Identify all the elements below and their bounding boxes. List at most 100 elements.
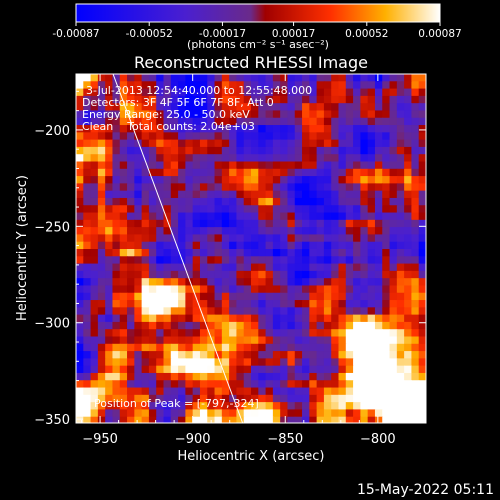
chart-title: Reconstructed RHESSI Image [134,53,368,72]
heatmap-pixel [148,183,157,192]
heatmap-pixel [119,110,128,119]
heatmap-pixel [389,176,398,184]
heatmap-pixel [105,292,114,301]
heatmap-pixel [280,139,289,148]
heatmap-pixel [338,321,347,330]
heatmap-pixel [389,241,398,250]
heatmap-pixel [280,387,289,396]
heatmap-pixel [83,139,92,148]
heatmap-pixel [287,234,296,243]
heatmap-pixel [199,285,208,294]
heatmap-pixel [309,380,318,389]
heatmap-pixel [287,154,296,163]
heatmap-pixel [331,270,340,279]
heatmap-pixel [134,263,143,272]
heatmap-pixel [265,103,274,112]
heatmap-pixel [418,321,426,330]
heatmap-pixel [272,329,281,338]
heatmap-pixel [134,227,143,236]
heatmap-pixel [374,292,383,301]
heatmap-pixel [251,125,259,133]
heatmap-pixel [374,176,383,184]
heatmap-pixel [360,285,369,294]
heatmap-pixel [280,336,289,345]
heatmap-pixel [418,278,426,287]
heatmap-pixel [287,103,296,112]
heatmap-pixel [258,125,267,133]
heatmap-pixel [207,402,216,411]
heatmap-pixel [353,88,361,97]
heatmap-pixel [207,132,216,141]
heatmap-pixel [105,256,114,265]
heatmap-pixel [163,183,172,192]
heatmap-pixel [251,183,259,192]
heatmap-pixel [404,351,413,359]
heatmap-pixel [134,358,143,367]
heatmap-pixel [331,263,340,272]
heatmap-pixel [170,278,179,287]
heatmap-pixel [97,161,106,170]
heatmap-pixel [76,125,84,133]
heatmap-pixel [411,372,420,381]
heatmap-pixel [338,168,347,177]
heatmap-pixel [134,314,143,323]
heatmap-pixel [236,95,245,104]
heatmap-pixel [97,132,106,141]
heatmap-pixel [287,321,296,330]
heatmap-pixel [404,74,413,82]
heatmap-pixel [236,125,245,133]
heatmap-pixel [105,314,114,323]
heatmap-pixel [119,256,128,265]
heatmap-pixel [251,168,259,177]
heatmap-pixel [185,380,194,389]
heatmap-pixel [119,234,128,243]
heatmap-pixel [134,241,143,250]
heatmap-pixel [76,307,84,316]
heatmap-pixel [105,103,114,112]
heatmap-pixel [76,249,84,257]
heatmap-pixel [221,314,230,323]
heatmap-pixel [90,329,99,338]
heatmap-pixel [345,234,354,243]
heatmap-pixel [141,394,150,403]
heatmap-pixel [221,300,230,308]
heatmap-pixel [316,336,325,345]
heatmap-pixel [207,365,216,374]
heatmap-pixel [302,307,310,316]
heatmap-pixel [83,336,92,345]
heatmap-pixel [192,292,201,301]
heatmap-pixel [185,292,194,301]
heatmap-pixel [105,190,114,199]
heatmap-pixel [251,321,259,330]
heatmap-pixel [294,183,303,192]
heatmap-pixel [309,234,318,243]
heatmap-pixel [178,343,186,352]
y-tick-label: −300 [34,317,70,332]
heatmap-pixel [207,351,216,359]
heatmap-pixel [258,103,267,112]
heatmap-pixel [287,336,296,345]
heatmap-pixel [141,190,150,199]
heatmap-pixel [243,343,252,352]
heatmap-pixel [280,183,289,192]
heatmap-pixel [280,125,289,133]
heatmap-pixel [287,387,296,396]
heatmap-pixel [323,219,332,228]
heatmap-pixel [105,183,114,192]
heatmap-pixel [294,227,303,236]
heatmap-pixel [302,132,310,141]
heatmap-pixel [170,125,179,133]
heatmap-pixel [389,227,398,236]
heatmap-pixel [148,351,157,359]
heatmap-pixel [302,74,310,82]
heatmap-pixel [90,197,99,206]
heatmap-pixel [331,402,340,411]
heatmap-pixel [360,380,369,389]
heatmap-pixel [251,154,259,163]
heatmap-pixel [353,387,361,396]
heatmap-pixel [185,95,194,104]
heatmap-pixel [389,343,398,352]
heatmap-pixel [83,292,92,301]
heatmap-pixel [90,139,99,148]
heatmap-pixel [302,249,310,257]
